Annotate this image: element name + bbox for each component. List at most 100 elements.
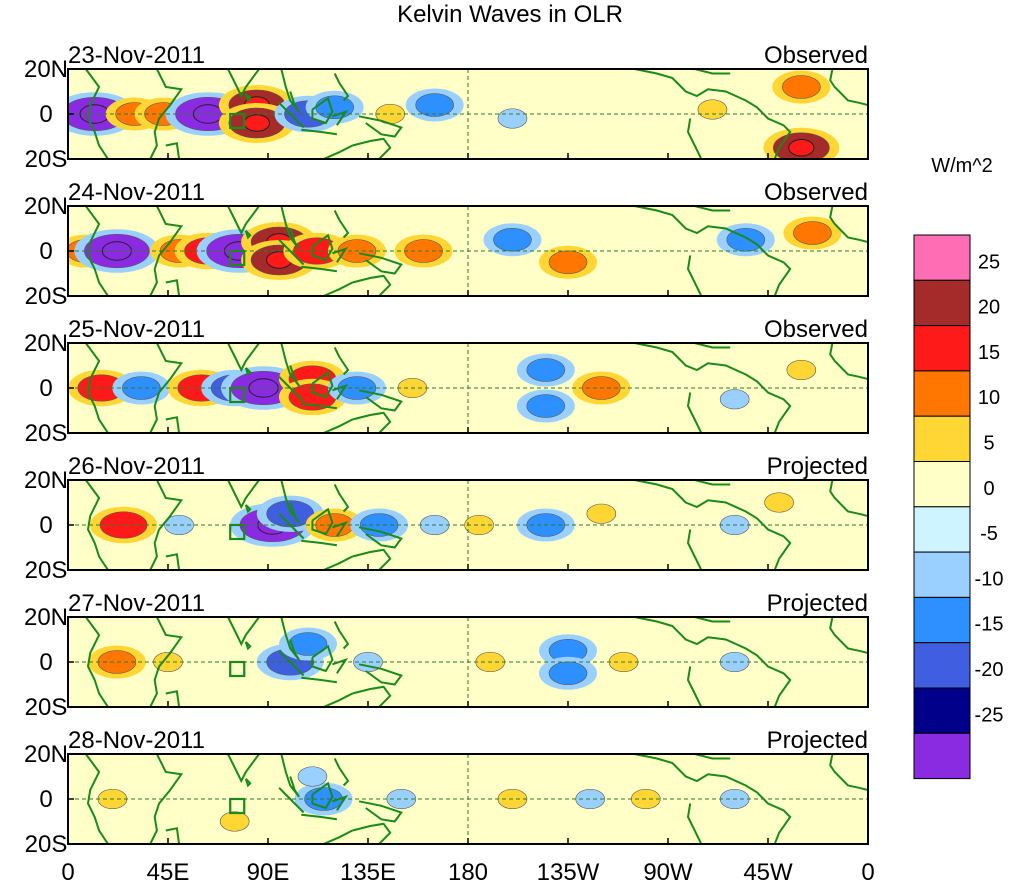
- anomaly-cell-12: [548, 250, 588, 275]
- anomaly-cell-14: [793, 221, 832, 245]
- coastline-18: [829, 206, 868, 243]
- x-tick-label: 180: [448, 859, 488, 886]
- y-tick-label: 20S: [25, 694, 68, 721]
- y-tick-label: 20N: [24, 56, 68, 83]
- coastline-4: [227, 480, 260, 510]
- y-tick-label: 0: [39, 101, 52, 128]
- coastline-8: [301, 676, 338, 684]
- colorbar-label: 10: [978, 387, 1000, 409]
- anomaly-cell-13: [719, 389, 750, 410]
- colorbar-label: 20: [978, 297, 1000, 319]
- x-tick-label: 45E: [147, 859, 190, 886]
- coastline-6: [280, 617, 300, 661]
- coastlines: [84, 206, 868, 296]
- coastline-8: [301, 813, 338, 821]
- coastline-1: [84, 754, 109, 844]
- coastline-12: [358, 526, 403, 549]
- y-tick-label: 20N: [24, 467, 68, 494]
- colorbar-swatch-12: [913, 732, 971, 780]
- coastline-18: [829, 343, 868, 380]
- coastline-10: [332, 794, 349, 811]
- coastline-10: [332, 383, 349, 400]
- coastline-17: [681, 343, 731, 349]
- coastline-14: [323, 418, 353, 433]
- y-tick-label: 20S: [25, 831, 68, 858]
- anomaly-cell-11: [526, 394, 566, 418]
- anomaly-cell-4: [297, 766, 328, 787]
- y-tick-label: 20S: [25, 557, 68, 584]
- coastline-18: [829, 480, 868, 517]
- coastline-11: [333, 73, 350, 102]
- coastlines: [84, 617, 868, 707]
- anomaly-cell-8: [548, 661, 588, 686]
- coastline-13: [352, 411, 392, 433]
- y-tick-label: 20S: [25, 420, 68, 447]
- panel-2: 24-Nov-2011 Observed 20N 0 20S: [24, 179, 869, 310]
- coastline-3: [165, 690, 181, 707]
- panel-label: Observed: [764, 316, 868, 343]
- coastline-1: [84, 206, 109, 296]
- coastline-14: [323, 555, 353, 570]
- coastline-4: [227, 754, 260, 784]
- panel-label: Observed: [764, 42, 868, 69]
- coastline-11: [333, 621, 350, 650]
- anomaly-cell-2: [219, 811, 250, 832]
- coastline-2: [149, 754, 184, 844]
- x-tick-label: 135E: [340, 859, 396, 886]
- coastlines: [84, 480, 868, 570]
- y-tick-label: 20N: [24, 741, 68, 768]
- colorbar-label: -15: [975, 614, 1004, 636]
- anomaly-cell-11: [493, 227, 532, 252]
- coastline-5: [244, 93, 252, 103]
- colorbar-swatch-1: [913, 234, 971, 281]
- anomaly-core-6: [243, 114, 270, 132]
- colorbar-swatch-2: [913, 279, 971, 327]
- panel-label: Projected: [767, 590, 868, 617]
- coastline-15: [634, 343, 792, 433]
- colorbar-label: -5: [980, 523, 998, 545]
- coastline-4: [227, 617, 260, 647]
- panel-date: 24-Nov-2011: [68, 179, 205, 206]
- coastline-1: [84, 480, 109, 570]
- coastline-8: [301, 265, 338, 273]
- coastline-16: [686, 392, 703, 433]
- coastline-12: [358, 389, 403, 412]
- colorbar-swatch-8: [913, 551, 971, 598]
- coastline-10: [332, 246, 349, 263]
- panel-date: 27-Nov-2011: [68, 590, 205, 617]
- coastline-12: [358, 252, 403, 275]
- coastline-5: [244, 504, 252, 514]
- coastline-7: [278, 787, 305, 814]
- y-tick-label: 20N: [24, 330, 68, 357]
- panel-date: 28-Nov-2011: [68, 727, 205, 754]
- coastline-17: [681, 69, 731, 75]
- coastline-9: [311, 507, 334, 536]
- panel-date: 26-Nov-2011: [68, 453, 205, 480]
- colorbar-swatch-10: [913, 642, 971, 689]
- coastline-2: [149, 617, 184, 707]
- coastline-7: [278, 239, 305, 266]
- colorbar-swatch-11: [913, 687, 971, 734]
- x-tick-label: 135W: [537, 859, 600, 886]
- coastline-14: [323, 829, 353, 844]
- y-tick-label: 20S: [25, 283, 68, 310]
- coastline-7: [278, 102, 305, 129]
- coastline-8: [301, 402, 338, 410]
- coastline-6: [280, 754, 300, 798]
- coastline-5: [244, 367, 252, 377]
- coastline-11: [333, 347, 350, 376]
- colorbar-label: -20: [975, 659, 1004, 681]
- coastline-1: [84, 69, 109, 159]
- coastline-13: [352, 548, 392, 570]
- panel-label: Projected: [767, 727, 868, 754]
- y-tick-label: 0: [39, 649, 52, 676]
- coastline-3: [165, 827, 181, 844]
- coastline-16: [686, 255, 703, 296]
- colorbar-swatch-6: [913, 461, 971, 508]
- anomaly-cell-8: [464, 514, 494, 536]
- x-tick-label: 90E: [247, 859, 290, 886]
- coastline-5: [244, 778, 252, 788]
- coastline-4: [227, 69, 260, 99]
- coastline-5: [244, 641, 252, 651]
- coastline-17: [681, 206, 731, 212]
